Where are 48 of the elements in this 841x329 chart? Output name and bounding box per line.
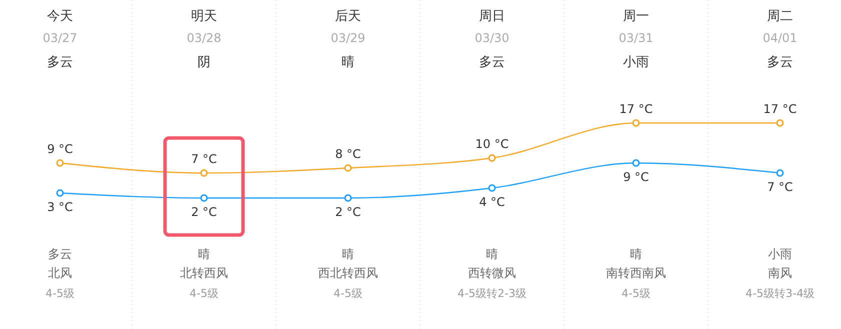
data-label: 9 °C xyxy=(47,142,73,156)
point xyxy=(488,154,496,162)
point xyxy=(776,169,784,177)
text: 4-5级转3-4级 xyxy=(746,287,814,300)
point xyxy=(56,159,64,167)
data-label: 2 °C xyxy=(335,205,361,219)
data-label: 8 °C xyxy=(335,147,361,161)
point xyxy=(488,184,496,192)
text: 北转西风 xyxy=(180,266,228,280)
point xyxy=(200,194,208,202)
text: 小雨 xyxy=(768,247,792,261)
data-label: 17 °C xyxy=(763,102,797,116)
data-label: 4 °C xyxy=(479,195,505,209)
data-label: 10 °C xyxy=(475,137,509,151)
text: 南风 xyxy=(768,266,792,280)
x-tick-label: 明天 03/28 阴 xyxy=(186,9,222,70)
data-label: 3 °C xyxy=(47,200,73,214)
x-tick-label: 后天 03/29 晴 xyxy=(330,9,366,70)
point xyxy=(200,169,208,177)
x-tick-label: 周二 04/01 多云 xyxy=(762,9,798,70)
data-label: 7 °C xyxy=(767,180,793,194)
text: 多云 xyxy=(48,247,72,261)
x-tick-label: 周日 03/30 多云 xyxy=(474,9,510,70)
text: 晴 xyxy=(630,247,642,261)
data-label: 17 °C xyxy=(619,102,653,116)
text: 4-5级转2-3级 xyxy=(458,287,526,300)
point xyxy=(344,194,352,202)
text: 西转微风 xyxy=(468,266,516,280)
text: 南转西南风 xyxy=(606,266,666,280)
text: 4-5级 xyxy=(622,287,650,300)
point xyxy=(56,189,64,197)
text: 晴 xyxy=(198,247,210,261)
text: 4-5级 xyxy=(190,287,218,300)
text: 西北转西风 xyxy=(318,266,378,280)
data-label: 7 °C xyxy=(191,152,217,166)
data-label: 2 °C xyxy=(191,205,217,219)
text: 4-5级 xyxy=(46,287,74,300)
data-label: 9 °C xyxy=(623,170,649,184)
text: 4-5级 xyxy=(334,287,362,300)
x-tick-label: 周一 03/31 小雨 xyxy=(618,9,654,70)
text: 晴 xyxy=(486,247,498,261)
point xyxy=(632,159,640,167)
text: 晴 xyxy=(342,247,354,261)
text: 北风 xyxy=(48,266,72,280)
point xyxy=(776,119,784,127)
x-tick-label: 今天 03/27 多云 xyxy=(42,9,78,70)
point xyxy=(632,119,640,127)
point xyxy=(344,164,352,172)
